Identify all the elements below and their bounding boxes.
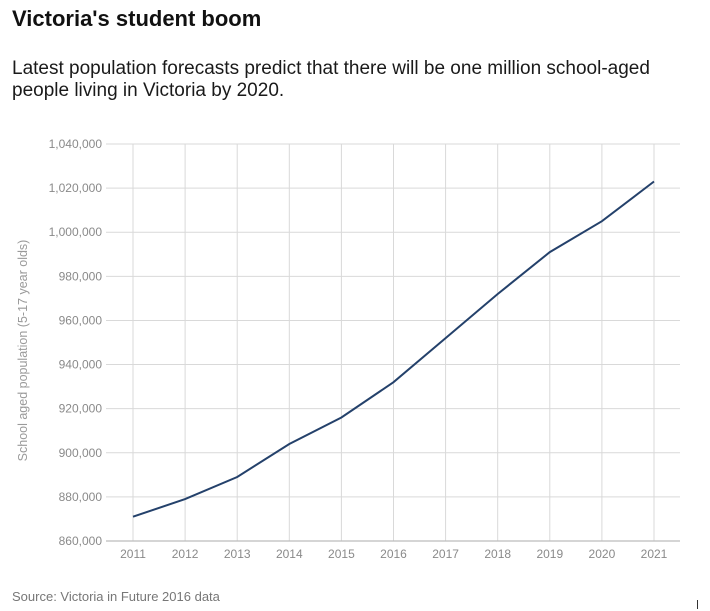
x-tick-label: 2018 — [484, 547, 511, 561]
x-tick-label: 2014 — [276, 547, 303, 561]
x-tick-label: 2020 — [589, 547, 616, 561]
line-chart: 860,000 880,000 900,000 920,000 940,000 960,0… — [16, 137, 680, 561]
x-tick-label: 2012 — [172, 547, 199, 561]
y-tick-label: 940,000 — [59, 358, 103, 372]
y-tick-label: 900,000 — [59, 446, 103, 460]
y-axis-label: School aged population (5-17 year olds) — [16, 240, 30, 462]
chart-subtitle: Latest population forecasts predict that… — [12, 58, 650, 101]
y-tick-label: 920,000 — [59, 402, 103, 416]
series-line — [132, 180, 655, 518]
y-tick-label: 880,000 — [59, 490, 103, 504]
x-tick-label: 2011 — [120, 547, 146, 561]
y-tick-label: 860,000 — [59, 534, 103, 548]
y-tick-label: 1,000,000 — [49, 225, 103, 239]
chart-title: Victoria's student boom — [12, 6, 262, 31]
y-tick-label: 960,000 — [59, 313, 103, 327]
y-tick-label: 1,020,000 — [49, 181, 103, 195]
x-tick-label: 2019 — [536, 547, 563, 561]
x-tick-label: 2021 — [641, 547, 668, 561]
x-tick-label: 2015 — [328, 547, 355, 561]
gridlines — [106, 143, 680, 541]
x-axis-ticks: 2011 2012 2013 2014 2015 2016 2017 2018 2019 2020… — [120, 547, 668, 561]
source-note: Source: Victoria in Future 2016 data — [12, 589, 220, 604]
y-tick-label: 980,000 — [59, 269, 103, 283]
edge-mark — [697, 600, 698, 609]
x-tick-label: 2013 — [224, 547, 251, 561]
x-tick-label: 2017 — [432, 547, 459, 561]
y-axis-ticks: 860,000 880,000 900,000 920,000 940,000 960,0… — [49, 137, 103, 548]
y-tick-label: 1,040,000 — [49, 137, 103, 151]
x-tick-label: 2016 — [380, 547, 407, 561]
